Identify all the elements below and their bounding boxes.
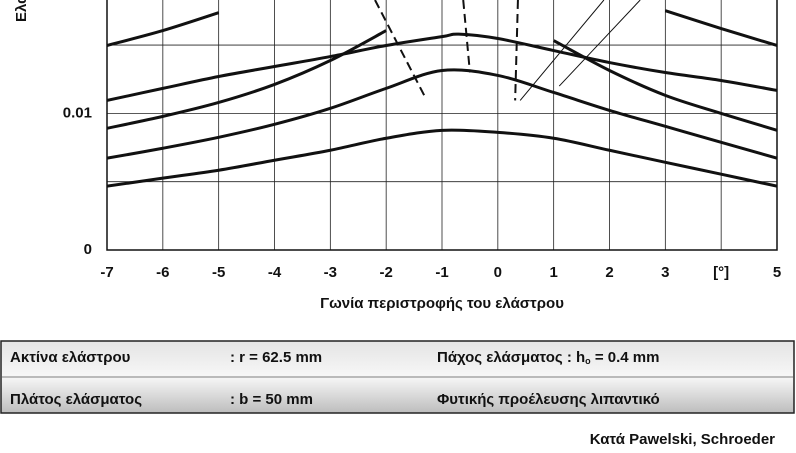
x-tick-label: 5 <box>773 264 781 281</box>
series-line <box>462 0 471 73</box>
series-line <box>558 0 641 87</box>
cell-rest: = 0.4 mm <box>591 349 660 366</box>
x-tick-label: -3 <box>324 264 337 281</box>
series-line <box>374 0 427 98</box>
x-tick-label: 1 <box>549 264 557 281</box>
cell: Πάχος ελάσματος : ho = 0.4 mm <box>437 349 659 366</box>
x-tick-label: 0 <box>494 264 502 281</box>
x-tick-label: 3 <box>661 264 669 281</box>
series-line <box>107 32 777 102</box>
cell: : b = 50 mm <box>230 391 313 408</box>
x-tick-label: -6 <box>156 264 169 281</box>
x-tick-label: -7 <box>100 264 113 281</box>
x-axis-label: Γωνία περιστροφής του ελάστρου <box>320 295 564 312</box>
cell: : r = 62.5 mm <box>230 349 322 366</box>
y-axis-label: Ελασ <box>13 0 30 22</box>
x-tick-label: -4 <box>268 264 282 281</box>
cell-sub: o <box>585 356 591 366</box>
y-tick-label: 0.01 <box>63 104 92 121</box>
series-line <box>107 29 777 132</box>
series-line <box>519 0 605 101</box>
x-tick-label: [°] <box>713 264 729 281</box>
cell: Ακτίνα ελάστρου <box>10 349 131 366</box>
cell-text: Πάχος ελάσματος : h <box>437 349 585 366</box>
plot-frame <box>106 0 778 251</box>
x-tick-label: -2 <box>379 264 392 281</box>
series-line <box>107 128 777 188</box>
x-tick-label: -5 <box>212 264 225 281</box>
series-line <box>107 68 777 160</box>
cell: Φυτικής προέλευσης λιπαντικό <box>437 391 660 408</box>
y-tick-label: 0 <box>84 241 92 258</box>
series-line <box>107 9 777 47</box>
x-tick-label: -1 <box>435 264 448 281</box>
credit: Κατά Pawelski, Schroeder <box>590 431 775 448</box>
x-tick-label: 2 <box>605 264 613 281</box>
series-line <box>514 0 519 101</box>
cell: Πλάτος ελάσματος <box>10 391 142 408</box>
